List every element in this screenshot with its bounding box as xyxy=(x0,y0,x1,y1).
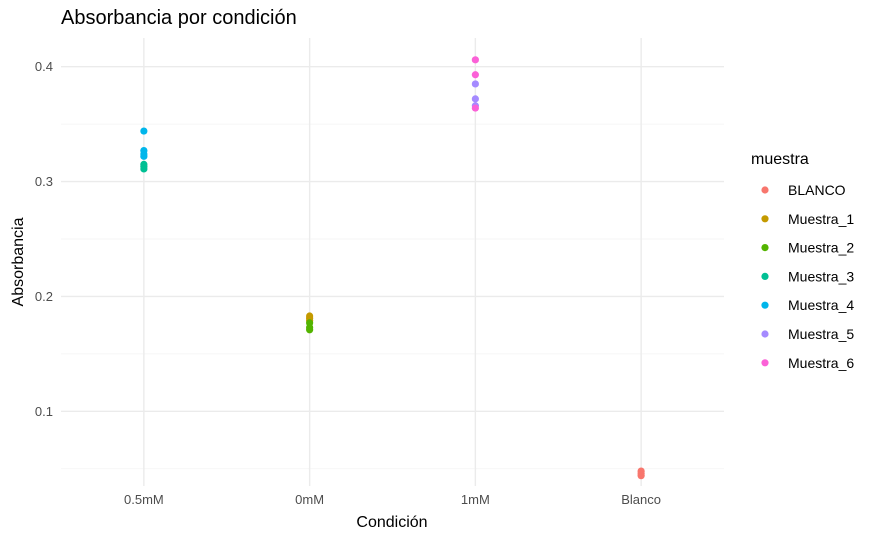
y-tick-label: 0.3 xyxy=(35,174,53,189)
y-tick-label: 0.1 xyxy=(35,404,53,419)
y-tick-label: 0.2 xyxy=(35,289,53,304)
data-point xyxy=(306,326,314,334)
data-point xyxy=(471,95,479,103)
y-tick-label: 0.4 xyxy=(35,59,53,74)
data-point xyxy=(140,165,148,173)
legend-key xyxy=(761,301,769,309)
chart-title: Absorbancia por condición xyxy=(61,7,297,29)
data-point xyxy=(471,104,479,112)
data-point xyxy=(140,152,148,160)
legend-label: Muestra_1 xyxy=(788,211,854,227)
legend-key xyxy=(761,186,769,194)
legend-label: Muestra_4 xyxy=(788,297,854,313)
data-point xyxy=(637,472,645,480)
x-axis-ticks: 0.5mM 0mM 1mM Blanco xyxy=(124,492,661,507)
x-tick-label: Blanco xyxy=(621,492,661,507)
legend-label: BLANCO xyxy=(788,182,846,198)
legend-key xyxy=(761,272,769,280)
legend-label: Muestra_6 xyxy=(788,355,854,371)
legend-key xyxy=(761,244,769,252)
legend-key xyxy=(761,215,769,223)
data-points xyxy=(140,56,645,480)
data-point xyxy=(140,127,148,135)
x-tick-label: 0.5mM xyxy=(124,492,164,507)
legend-label: Muestra_2 xyxy=(788,240,854,256)
y-axis-ticks: 0.1 0.2 0.3 0.4 xyxy=(35,59,53,419)
legend-label: Muestra_5 xyxy=(788,326,854,342)
data-point xyxy=(471,56,479,64)
x-axis-title: Condición xyxy=(356,514,427,531)
data-point xyxy=(471,80,479,88)
legend-label: Muestra_3 xyxy=(788,268,854,284)
legend: muestra BLANCO Muestra_1 Muestra_2 Muestra_… xyxy=(751,151,854,371)
grid xyxy=(61,38,724,486)
legend-title: muestra xyxy=(751,151,809,168)
x-tick-label: 1mM xyxy=(461,492,490,507)
data-point xyxy=(471,71,479,79)
legend-key xyxy=(761,330,769,338)
y-axis-title: Absorbancia xyxy=(10,217,27,306)
legend-key xyxy=(761,359,769,367)
x-tick-label: 0mM xyxy=(295,492,324,507)
